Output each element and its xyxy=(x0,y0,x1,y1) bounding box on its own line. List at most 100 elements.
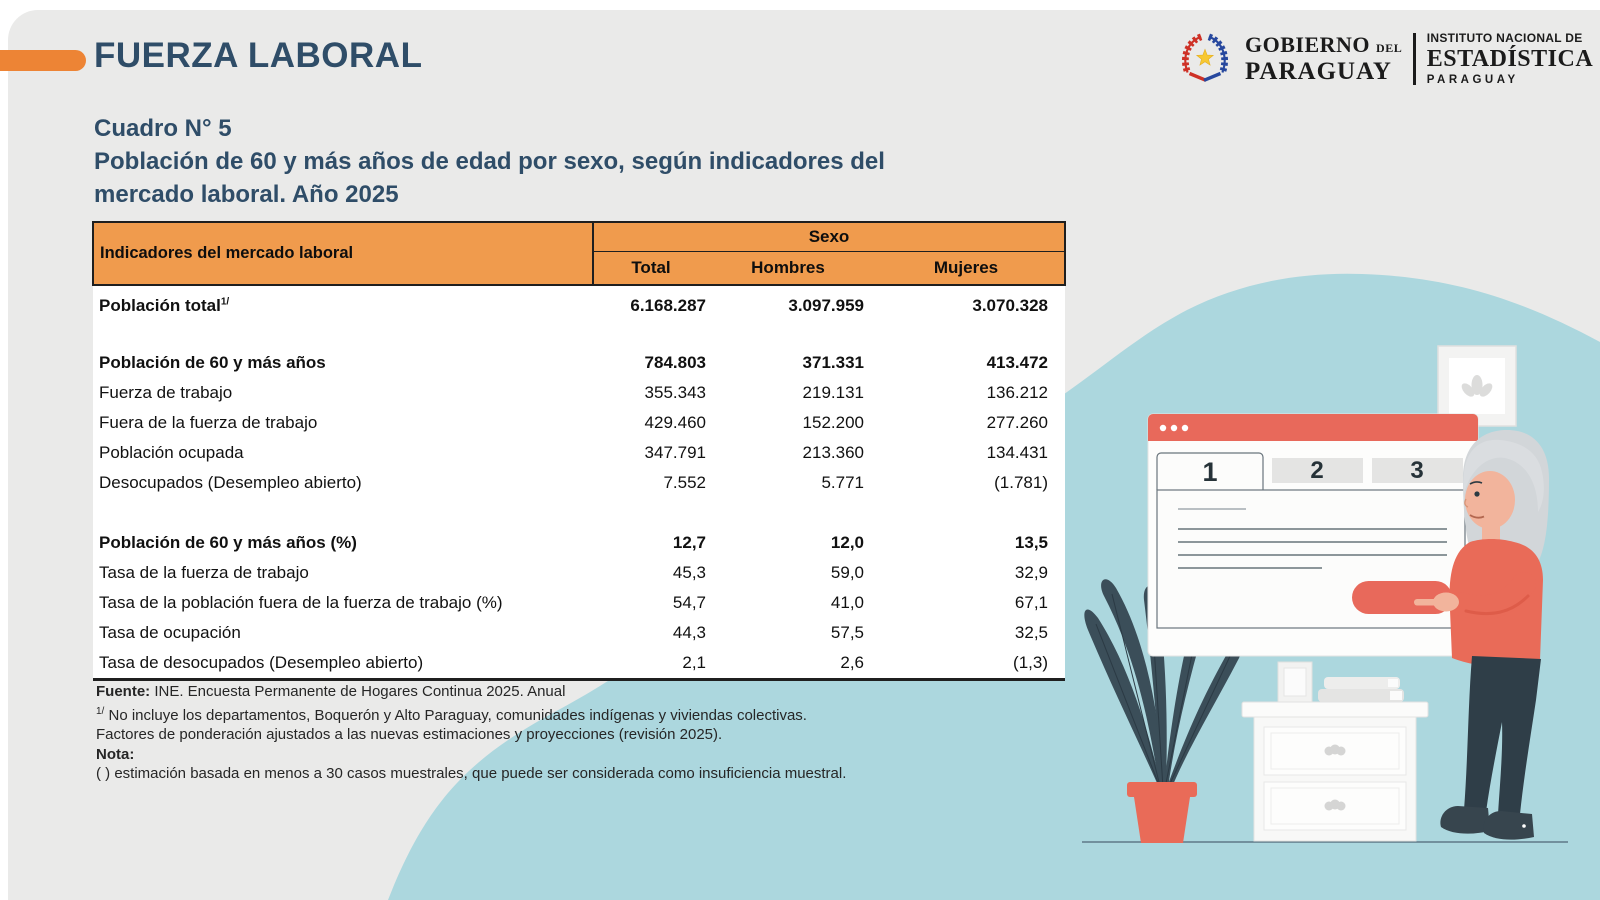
woman-eye xyxy=(1474,491,1480,497)
cell-mujeres: 32,9 xyxy=(868,558,1066,588)
cell-mujeres: (1.781) xyxy=(868,468,1066,498)
cell-hombres: 41,0 xyxy=(708,588,868,618)
row-label: Tasa de desocupados (Desempleo abierto) xyxy=(93,648,593,681)
logo-divider xyxy=(1413,33,1416,85)
table-row: Tasa de ocupación 44,3 57,5 32,5 xyxy=(93,618,1066,648)
row-label: Población ocupada xyxy=(93,438,593,468)
cell-mujeres: 3.070.328 xyxy=(868,285,1066,326)
spacer-row xyxy=(93,326,1066,348)
nota-label: Nota: xyxy=(96,745,135,763)
table-row: Fuerza de trabajo 355.343 219.131 136.21… xyxy=(93,378,1066,408)
column-header-total: Total xyxy=(593,251,708,286)
tab-2 xyxy=(1272,458,1363,483)
cell-hombres: 213.360 xyxy=(708,438,868,468)
ine-wordmark: INSTITUTO NACIONAL DE ESTADÍSTICA PARAGU… xyxy=(1427,32,1593,87)
wall-picture-frame xyxy=(1437,345,1517,427)
window-title-bar xyxy=(1148,414,1478,441)
table-heading: Cuadro N° 5 Población de 60 y más años d… xyxy=(94,112,885,211)
cell-total: 44,3 xyxy=(593,618,708,648)
cell-hombres: 12,0 xyxy=(708,528,868,558)
spacer-row xyxy=(93,498,1066,528)
del-text: DEL xyxy=(1376,41,1403,55)
table-row: Tasa de desocupados (Desempleo abierto) … xyxy=(93,648,1066,681)
table-number-label: Cuadro N° 5 xyxy=(94,115,232,142)
cell-hombres: 3.097.959 xyxy=(708,285,868,326)
table-row: Población total1/ 6.168.287 3.097.959 3.… xyxy=(93,285,1066,326)
paraguay-text: PARAGUAY xyxy=(1245,58,1392,85)
table-title-line1: Población de 60 y más años de edad por s… xyxy=(94,148,885,175)
woman-pants xyxy=(1464,656,1541,814)
source-note: Fuente: INE. Encuesta Permanente de Hoga… xyxy=(96,683,566,700)
cell-total: 7.552 xyxy=(593,468,708,498)
cell-total: 355.343 xyxy=(593,378,708,408)
labor-indicators-table: Indicadores del mercado laboral Sexo Tot… xyxy=(92,221,1067,681)
table-row: Desocupados (Desempleo abierto) 7.552 5.… xyxy=(93,468,1066,498)
cell-hombres: 2,6 xyxy=(708,648,868,681)
cell-hombres: 219.131 xyxy=(708,378,868,408)
row-label: Desocupados (Desempleo abierto) xyxy=(93,468,593,498)
cell-mujeres: 277.260 xyxy=(868,408,1066,438)
browser-window-illustration: 1 2 3 xyxy=(1147,413,1479,657)
cell-total: 429.460 xyxy=(593,408,708,438)
row-label: Fuera de la fuerza de trabajo xyxy=(93,408,593,438)
ine-line2: ESTADÍSTICA xyxy=(1426,45,1594,72)
content-text-lines xyxy=(1178,508,1447,569)
table-row: Población de 60 y más años 784.803 371.3… xyxy=(93,348,1066,378)
paraguay-emblem-icon xyxy=(1181,33,1229,82)
cell-mujeres: 136.212 xyxy=(868,378,1066,408)
cell-total: 347.791 xyxy=(593,438,708,468)
woman-arm xyxy=(1448,572,1536,620)
window-dots-icon xyxy=(1159,424,1189,432)
row-label: Tasa de la fuerza de trabajo xyxy=(93,558,593,588)
government-logo: GOBIERNO DEL PARAGUAY INSTITUTO NACIONAL… xyxy=(1176,30,1593,88)
column-header-hombres: Hombres xyxy=(708,251,868,286)
footnotes: Fuente: INE. Encuesta Permanente de Hoga… xyxy=(96,682,846,784)
tab-1-number: 1 xyxy=(1202,457,1217,487)
cell-mujeres: 13,5 xyxy=(868,528,1066,558)
elderly-woman xyxy=(1414,430,1549,840)
row-label: Población de 60 y más años xyxy=(93,348,593,378)
drawer-handle xyxy=(1324,799,1346,811)
row-label: Población de 60 y más años (%) xyxy=(93,528,593,558)
tab-2-number: 2 xyxy=(1310,457,1323,484)
potted-plant xyxy=(1084,579,1241,843)
cell-mujeres: 32,5 xyxy=(868,618,1066,648)
cell-hombres: 5.771 xyxy=(708,468,868,498)
woman-hair-fringe xyxy=(1463,439,1544,512)
cell-hombres: 59,0 xyxy=(708,558,868,588)
drawer-handle xyxy=(1324,744,1346,756)
gobierno-text: GOBIERNO xyxy=(1245,32,1371,57)
woman-shoes xyxy=(1440,806,1534,840)
table-row: Tasa de la población fuera de la fuerza … xyxy=(93,588,1066,618)
table-row: Fuera de la fuerza de trabajo 429.460 15… xyxy=(93,408,1066,438)
cell-total: 12,7 xyxy=(593,528,708,558)
footnote-3: ( ) estimación basada en menos a 30 caso… xyxy=(96,765,847,782)
page-title: FUERZA LABORAL xyxy=(94,36,423,75)
frame-leaf-icon xyxy=(1461,375,1493,397)
cell-mujeres: 134.431 xyxy=(868,438,1066,468)
cell-total: 45,3 xyxy=(593,558,708,588)
cell-total: 6.168.287 xyxy=(593,285,708,326)
cell-total: 784.803 xyxy=(593,348,708,378)
nightstand xyxy=(1241,661,1429,842)
woman-hand-pointing xyxy=(1414,592,1459,612)
table-row: Población de 60 y más años (%) 12,7 12,0… xyxy=(93,528,1066,558)
window-action-button xyxy=(1352,581,1452,614)
row-label: Tasa de la población fuera de la fuerza … xyxy=(93,588,593,618)
plant-pot xyxy=(1127,782,1197,843)
cell-hombres: 371.331 xyxy=(708,348,868,378)
woman-face xyxy=(1465,471,1515,529)
gobierno-wordmark: GOBIERNO DEL PARAGUAY xyxy=(1245,32,1403,85)
cell-mujeres: 413.472 xyxy=(868,348,1066,378)
cell-hombres: 152.200 xyxy=(708,408,868,438)
column-header-indicators: Indicadores del mercado laboral xyxy=(92,221,594,286)
ine-line3: PARAGUAY xyxy=(1426,73,1519,86)
tab-1-active xyxy=(1156,452,1264,490)
row-label: Fuerza de trabajo xyxy=(93,378,593,408)
group-header-sexo: Sexo xyxy=(593,221,1067,252)
tab-3-number: 3 xyxy=(1410,457,1423,484)
ine-line1: INSTITUTO NACIONAL DE xyxy=(1426,30,1583,45)
cell-hombres: 57,5 xyxy=(708,618,868,648)
row-label: Población total1/ xyxy=(93,285,593,326)
